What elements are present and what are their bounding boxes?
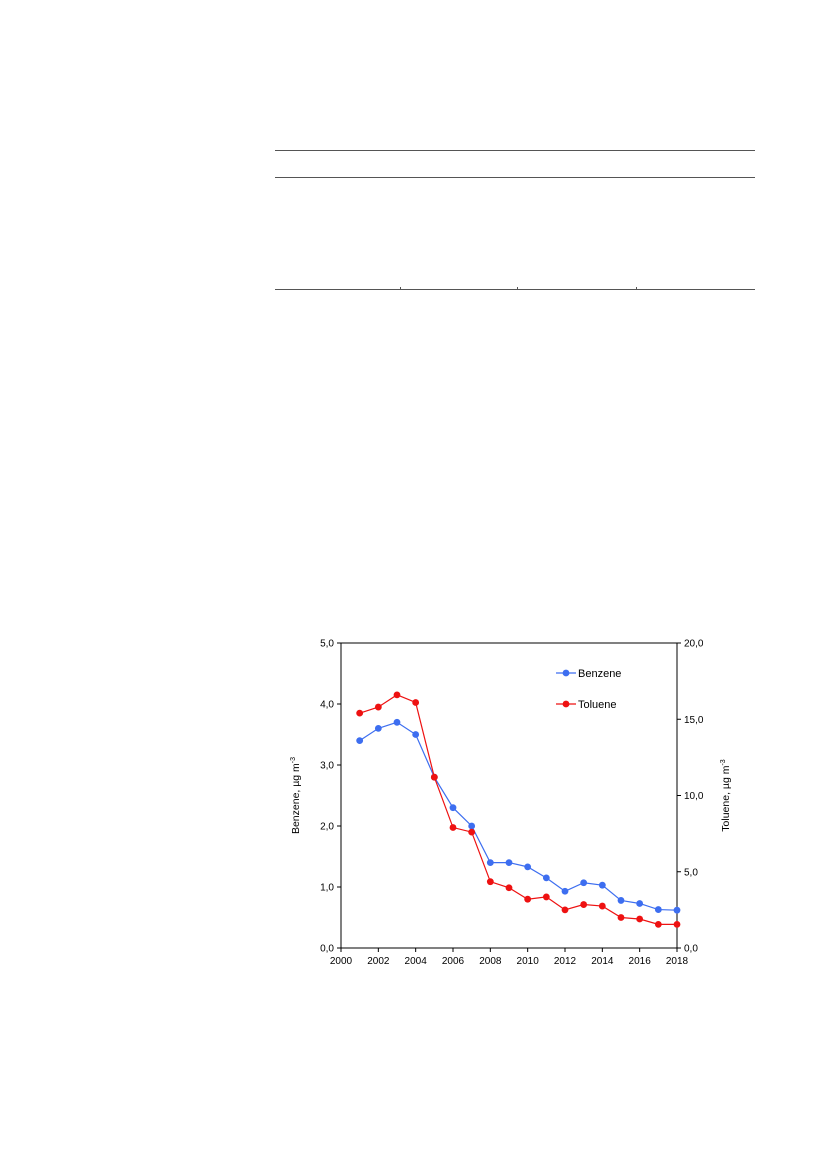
data-point-toluene xyxy=(654,920,662,928)
data-point-toluene xyxy=(673,920,681,928)
y-right-axis-label: Toluene, µg m-3 xyxy=(720,759,732,832)
data-point-benzene xyxy=(654,906,662,913)
data-point-toluene xyxy=(598,902,606,910)
data-point-toluene xyxy=(505,884,513,892)
data-point-benzene xyxy=(468,822,476,830)
x-tick-label: 2004 xyxy=(405,956,428,967)
y-right-tick-label: 15,0 xyxy=(684,715,704,726)
data-point-toluene xyxy=(449,824,457,831)
data-point-benzene xyxy=(561,887,569,895)
data-point-toluene xyxy=(393,691,401,699)
plot-frame xyxy=(340,642,678,949)
data-point-benzene xyxy=(505,859,513,866)
x-tick-label: 2014 xyxy=(591,956,614,967)
x-tick-label: 2002 xyxy=(367,956,390,967)
data-point-benzene xyxy=(542,874,550,882)
data-point-toluene xyxy=(580,901,588,908)
data-point-benzene xyxy=(412,731,420,738)
x-tick-label: 2012 xyxy=(554,956,577,967)
x-tick-label: 2006 xyxy=(442,956,465,967)
data-point-toluene xyxy=(636,915,644,923)
data-point-benzene xyxy=(636,900,644,907)
data-point-toluene xyxy=(468,828,476,836)
data-point-toluene xyxy=(430,773,438,781)
chart: 2000 2002 2004 2006 2008 2010 2012 2014 2016 2018… xyxy=(290,639,732,968)
y-left-tick-label: 0,0 xyxy=(320,944,334,955)
legend-label-benzene: Benzene xyxy=(578,668,621,680)
data-point-toluene xyxy=(617,914,625,921)
y-right-tick-label: 10,0 xyxy=(684,791,704,802)
x-tick-label: 2010 xyxy=(517,956,540,967)
table-top-rule xyxy=(275,150,755,151)
y-right-tick-label: 0,0 xyxy=(684,944,698,955)
data-point-toluene xyxy=(374,703,382,711)
table-bottom-rule xyxy=(275,289,755,290)
data-point-benzene xyxy=(617,897,625,904)
data-point-benzene xyxy=(449,804,457,812)
data-point-benzene xyxy=(580,879,588,887)
x-tick-label: 2018 xyxy=(666,956,689,967)
series-line-benzene xyxy=(359,721,678,911)
data-point-benzene xyxy=(598,881,606,889)
y-left-tick-label: 3,0 xyxy=(320,761,334,772)
y-right-tick-label: 5,0 xyxy=(684,867,698,878)
data-point-benzene xyxy=(374,725,382,732)
table-rules xyxy=(275,150,755,295)
y-right-tick-label: 20,0 xyxy=(684,639,704,650)
data-point-toluene xyxy=(356,709,364,717)
column-divider-tick xyxy=(517,287,518,290)
data-point-benzene xyxy=(673,906,681,914)
data-point-toluene xyxy=(524,895,532,903)
legend-label-toluene: Toluene xyxy=(578,699,617,711)
data-point-toluene xyxy=(486,878,494,886)
y-left-tick-label: 5,0 xyxy=(320,639,334,650)
legend-marker-toluene xyxy=(562,700,570,708)
y-left-tick-label: 4,0 xyxy=(320,700,334,711)
table-header-rule xyxy=(275,177,755,178)
x-tick-label: 2008 xyxy=(479,956,502,967)
data-point-toluene xyxy=(561,906,569,914)
data-point-benzene xyxy=(524,863,532,871)
legend-marker-benzene xyxy=(562,669,570,677)
y-left-tick-label: 1,0 xyxy=(320,883,334,894)
data-point-toluene xyxy=(412,699,420,706)
x-tick-label: 2016 xyxy=(629,956,652,967)
column-divider-tick xyxy=(636,287,637,290)
y-left-tick-label: 2,0 xyxy=(320,822,334,833)
data-point-benzene xyxy=(393,718,401,726)
data-point-toluene xyxy=(542,893,550,901)
data-point-benzene xyxy=(486,859,494,866)
data-point-benzene xyxy=(356,737,364,744)
column-divider-tick xyxy=(400,287,401,290)
y-left-axis-label: Benzene, µg m-3 xyxy=(290,757,302,834)
x-tick-label: 2000 xyxy=(330,956,353,967)
